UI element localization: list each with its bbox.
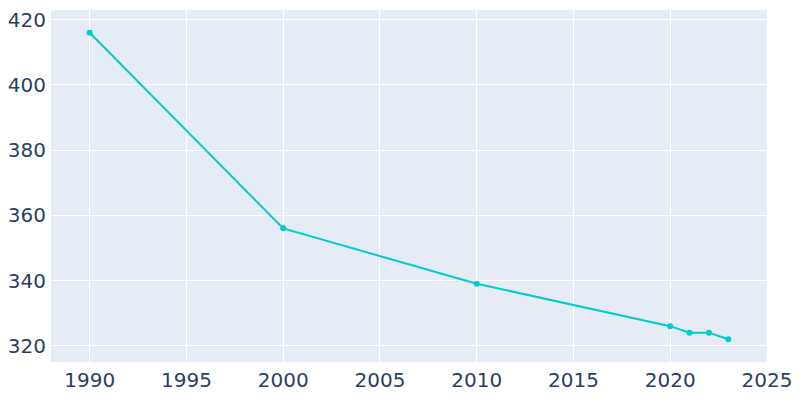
- svg-text:420: 420: [8, 8, 46, 32]
- svg-text:1995: 1995: [161, 368, 212, 392]
- svg-text:360: 360: [8, 203, 46, 227]
- svg-text:2015: 2015: [548, 368, 599, 392]
- svg-text:340: 340: [8, 269, 46, 293]
- svg-text:320: 320: [8, 334, 46, 358]
- svg-text:2005: 2005: [355, 368, 406, 392]
- svg-text:2000: 2000: [258, 368, 309, 392]
- svg-text:2010: 2010: [451, 368, 502, 392]
- svg-text:2020: 2020: [645, 368, 696, 392]
- svg-text:380: 380: [8, 138, 46, 162]
- svg-text:400: 400: [8, 73, 46, 97]
- svg-text:2025: 2025: [742, 368, 793, 392]
- svg-text:1990: 1990: [64, 368, 115, 392]
